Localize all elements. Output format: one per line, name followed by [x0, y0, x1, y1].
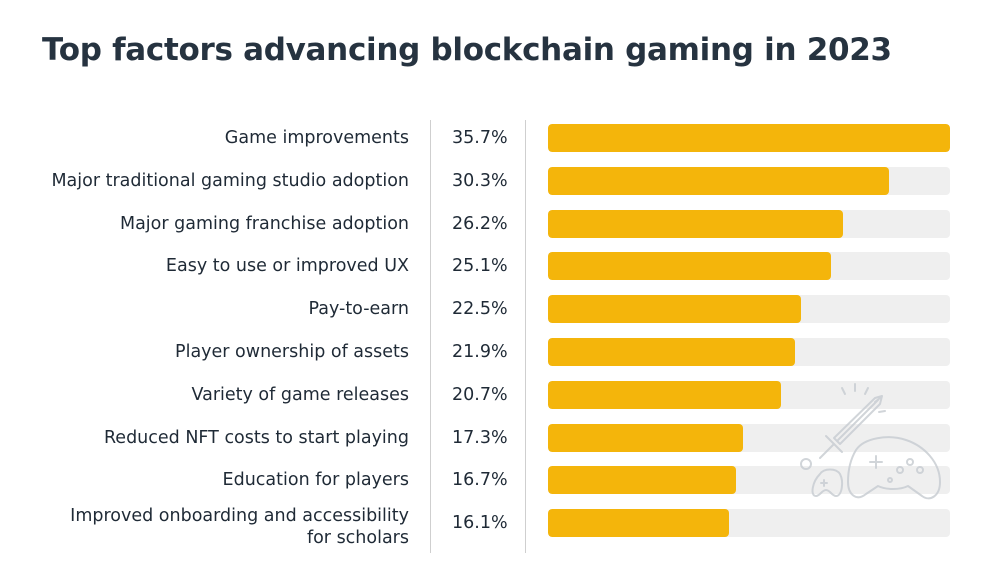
category-label: Variety of game releases — [191, 384, 409, 405]
category-label: Major gaming franchise adoption — [119, 213, 409, 234]
bar-track — [548, 295, 950, 324]
bar-track — [548, 509, 950, 538]
value-label: 35.7% — [452, 128, 508, 148]
bar — [548, 209, 844, 238]
bar-row: Variety of game releases 20.7% — [0, 380, 1000, 424]
bar-track — [548, 209, 950, 238]
bar-track — [548, 252, 950, 281]
bar-track — [548, 338, 950, 366]
bar — [548, 338, 795, 366]
bar-track — [548, 380, 950, 409]
value-label: 26.2% — [452, 213, 508, 234]
bar — [548, 166, 890, 195]
bar-track — [548, 166, 950, 195]
bar-row: Education for players 16.7% — [0, 466, 1000, 509]
bar — [548, 295, 802, 324]
category-label: Reduced NFT costs to start playing — [103, 427, 409, 448]
bar — [548, 380, 782, 409]
category-label: Easy to use or improved UX — [165, 256, 409, 277]
category-label: Major traditional gaming studio adoption — [51, 170, 409, 191]
value-label: 25.1% — [452, 256, 508, 277]
bar-track — [548, 423, 950, 452]
bar-row: Major gaming franchise adoption 26.2% — [0, 209, 1000, 253]
bar-row: Reduced NFT costs to start playing 17.3% — [0, 423, 1000, 467]
value-label: 30.3% — [452, 170, 508, 191]
category-label: Improved onboarding and accessibility for… — [70, 506, 409, 549]
value-label: 22.5% — [452, 299, 508, 320]
category-label: Game improvements — [224, 128, 409, 148]
bar-row: Major traditional gaming studio adoption… — [0, 166, 1000, 210]
value-label: 16.7% — [452, 470, 508, 491]
value-label: 21.9% — [452, 342, 508, 362]
bar-row: Improved onboarding and accessibility for… — [0, 506, 1000, 552]
category-label: Player ownership of assets — [175, 342, 409, 362]
label-divider — [430, 120, 431, 553]
bar-row: Game improvements 35.7% — [0, 124, 1000, 167]
category-label: Education for players — [222, 470, 409, 491]
bar — [548, 124, 950, 152]
value-label: 16.1% — [452, 513, 508, 534]
value-divider — [525, 120, 526, 553]
bar — [548, 466, 737, 495]
bar-row: Pay-to-earn 22.5% — [0, 295, 1000, 338]
bar-row: Player ownership of assets 21.9% — [0, 338, 1000, 381]
bar — [548, 423, 743, 452]
bar-track — [548, 466, 950, 495]
value-label: 17.3% — [452, 427, 508, 448]
value-label: 20.7% — [452, 384, 508, 405]
chart-title: Top factors advancing blockchain gaming … — [42, 32, 892, 68]
bar — [548, 252, 831, 281]
category-label: Pay-to-earn — [308, 299, 409, 320]
bar — [548, 509, 730, 538]
bar-track — [548, 124, 950, 152]
sword-and-gamepad-icon — [800, 383, 941, 500]
bar-row: Easy to use or improved UX 25.1% — [0, 252, 1000, 295]
